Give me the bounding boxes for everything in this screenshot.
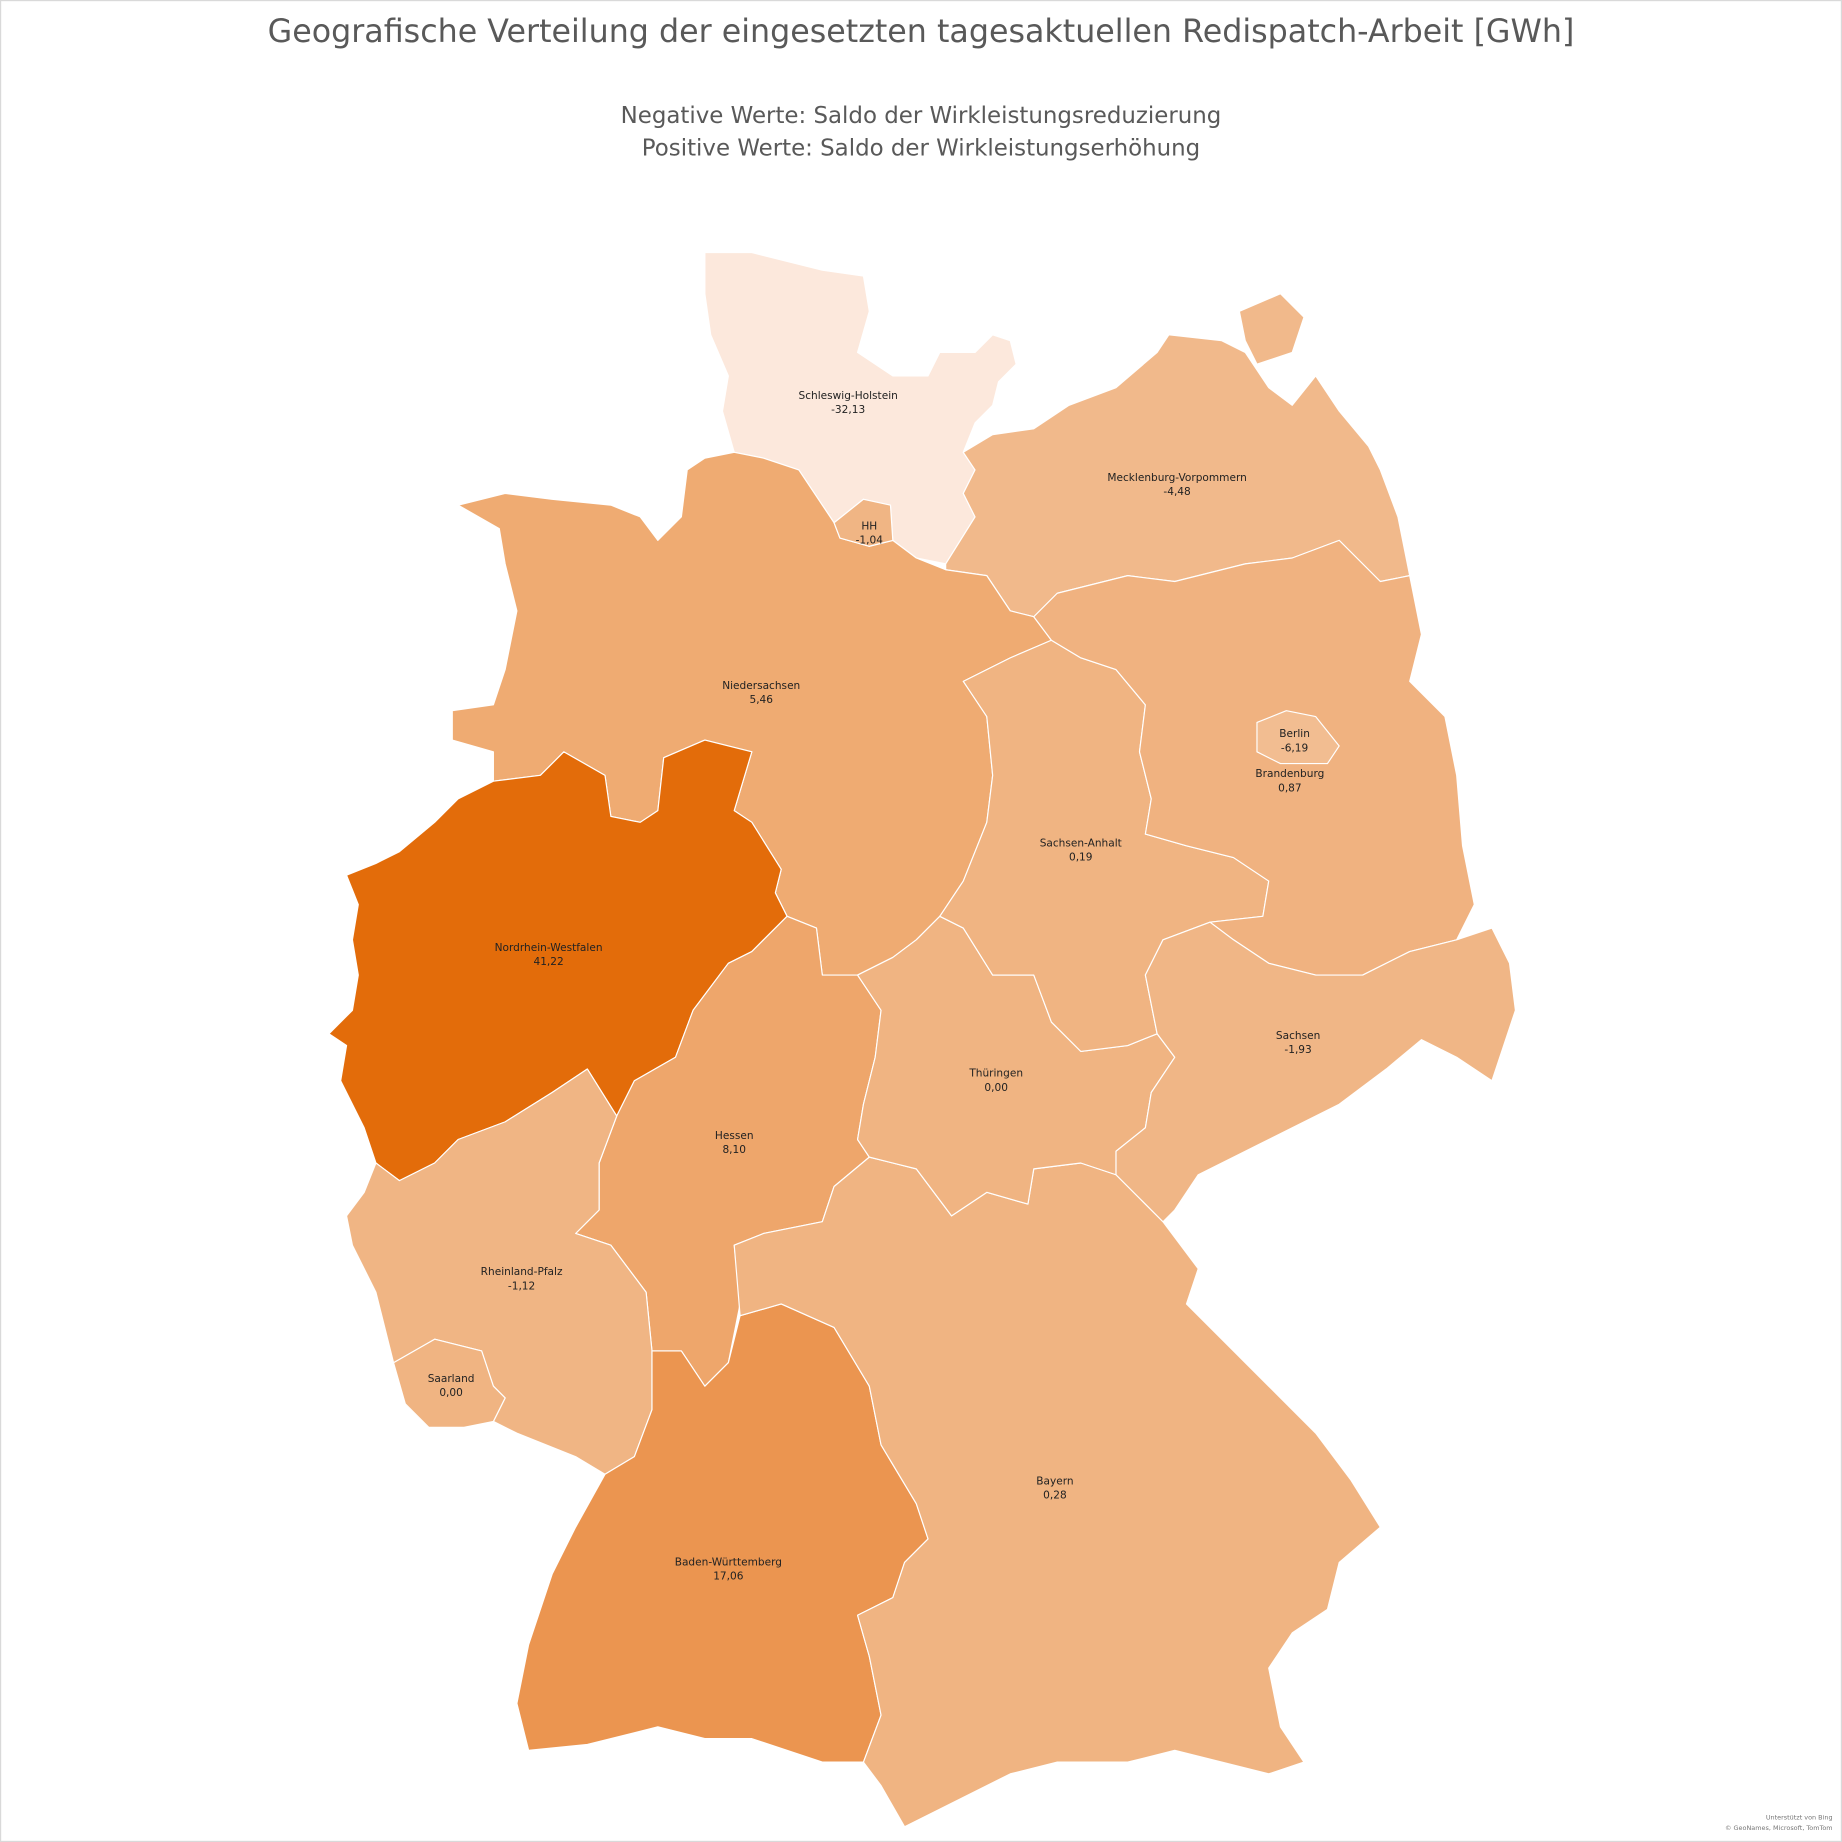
region-name: Bayern <box>1036 1475 1073 1487</box>
region-value: -4,48 <box>1163 486 1190 498</box>
region-value: -1,93 <box>1284 1044 1311 1056</box>
region-value: 0,00 <box>439 1387 463 1399</box>
region <box>392 1338 506 1428</box>
region-value: 5,46 <box>749 694 773 706</box>
region <box>833 498 894 547</box>
credit: Unterstützt von Bing <box>1766 1813 1833 1821</box>
region-name: Schleswig-Holstein <box>798 390 897 402</box>
map-title: Geografische Verteilung der eingesetzten… <box>268 14 1575 50</box>
region-name: HH <box>861 520 877 532</box>
region-value: -1,12 <box>508 1280 535 1292</box>
region-name: Nordrhein-Westfalen <box>495 942 603 954</box>
region-name: Hessen <box>715 1130 754 1142</box>
regions <box>328 251 1517 1828</box>
region <box>1256 710 1340 765</box>
region-name: Berlin <box>1279 728 1310 740</box>
region-value: -1,04 <box>856 534 884 546</box>
region-value: 17,06 <box>713 1571 744 1583</box>
region-value: 0,28 <box>1043 1489 1067 1501</box>
region-name: Sachsen <box>1276 1030 1320 1042</box>
region-name: Baden-Württemberg <box>675 1556 782 1568</box>
credit: © GeoNames, Microsoft, TomTom <box>1725 1824 1833 1832</box>
subtitle: Negative Werte: Saldo der Wirkleistungsr… <box>621 103 1222 129</box>
region-name: Rheinland-Pfalz <box>481 1266 563 1278</box>
region-value: -6,19 <box>1281 742 1308 754</box>
region-value: -32,13 <box>831 404 865 416</box>
region-name: Thüringen <box>968 1068 1023 1080</box>
region-name: Niedersachsen <box>722 680 800 692</box>
region <box>1115 921 1517 1223</box>
region-name: Mecklenburg-Vorpommern <box>1107 472 1246 484</box>
region-value: 41,22 <box>533 956 563 968</box>
region-name: Sachsen-Anhalt <box>1040 837 1122 849</box>
region-value: 8,10 <box>722 1144 746 1156</box>
subtitle: Positive Werte: Saldo der Wirkleistungse… <box>642 136 1200 162</box>
labels: Schleswig-Holstein -32,13 Mecklenburg-Vorp… <box>428 390 1325 1583</box>
region-value: 0,19 <box>1069 852 1093 864</box>
region-value: 0,87 <box>1278 782 1302 794</box>
region-name: Saarland <box>428 1373 475 1385</box>
region-name: Brandenburg <box>1255 768 1324 780</box>
region <box>1238 293 1305 365</box>
region-value: 0,00 <box>984 1082 1008 1094</box>
